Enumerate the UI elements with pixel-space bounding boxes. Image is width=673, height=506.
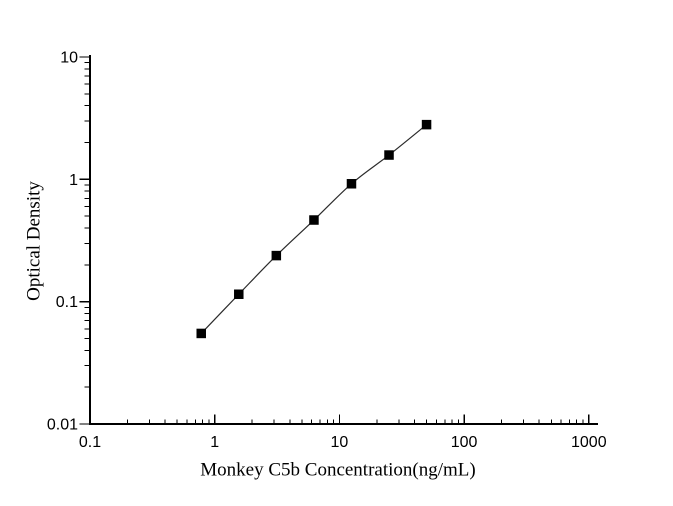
data-point-marker	[384, 150, 394, 160]
data-point-marker	[234, 289, 244, 299]
data-point-marker	[421, 119, 432, 130]
y-tick-label: 0.1	[56, 294, 78, 311]
data-point-marker	[196, 328, 206, 339]
x-tick-label: 100	[451, 434, 478, 451]
x-tick-label: 0.1	[79, 434, 101, 451]
x-tick-label: 1	[210, 434, 219, 451]
y-tick-label: 1	[69, 172, 78, 189]
y-tick-label: 0.01	[47, 417, 78, 434]
y-tick-label: 10	[60, 50, 78, 67]
x-tick-label: 1000	[571, 434, 607, 451]
x-tick-label: 10	[331, 434, 349, 451]
data-point-marker	[346, 179, 357, 189]
x-axis-title: Monkey C5b Concentration(ng/mL)	[200, 459, 476, 481]
y-axis-title: Optical Density	[23, 181, 45, 301]
data-point-marker	[309, 215, 319, 225]
data-point-marker	[271, 250, 282, 261]
